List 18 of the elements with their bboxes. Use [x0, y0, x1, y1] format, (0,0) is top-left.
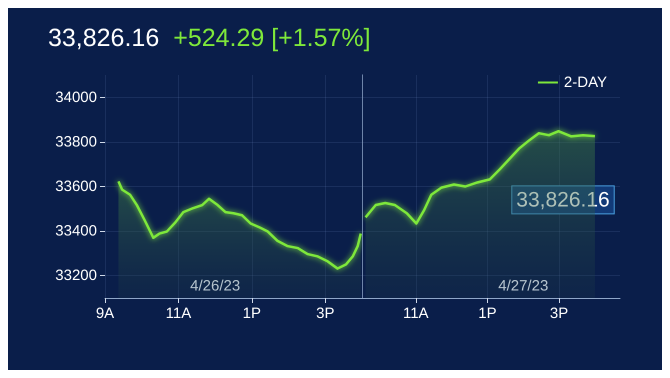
x-tick-label: 1P: [478, 305, 497, 322]
x-tick-label: 9A: [96, 305, 114, 322]
annotation: 4/27/23: [498, 278, 548, 294]
y-tick-label: 34000: [55, 88, 97, 106]
x-tick-label: 11A: [166, 305, 192, 322]
y-tick-label: 33400: [55, 222, 97, 240]
x-tick-label: 11A: [402, 305, 429, 322]
chart-title: 33,826.16: [48, 24, 160, 52]
chart-subtitle: +524.29 [+1.57%]: [173, 24, 371, 52]
x-tick-label: 1P: [242, 305, 262, 322]
y-tick-label: 33800: [55, 133, 97, 150]
y-tick-label: 33200: [55, 267, 97, 284]
x-tick-label: 3P: [316, 305, 334, 322]
annotation: 33,826.16: [516, 188, 610, 212]
annotation: 4/26/23: [190, 278, 240, 294]
y-tick-label: 33600: [55, 178, 97, 195]
legend-label: 2-DAY: [564, 74, 608, 91]
x-tick-label: 3P: [550, 305, 568, 322]
